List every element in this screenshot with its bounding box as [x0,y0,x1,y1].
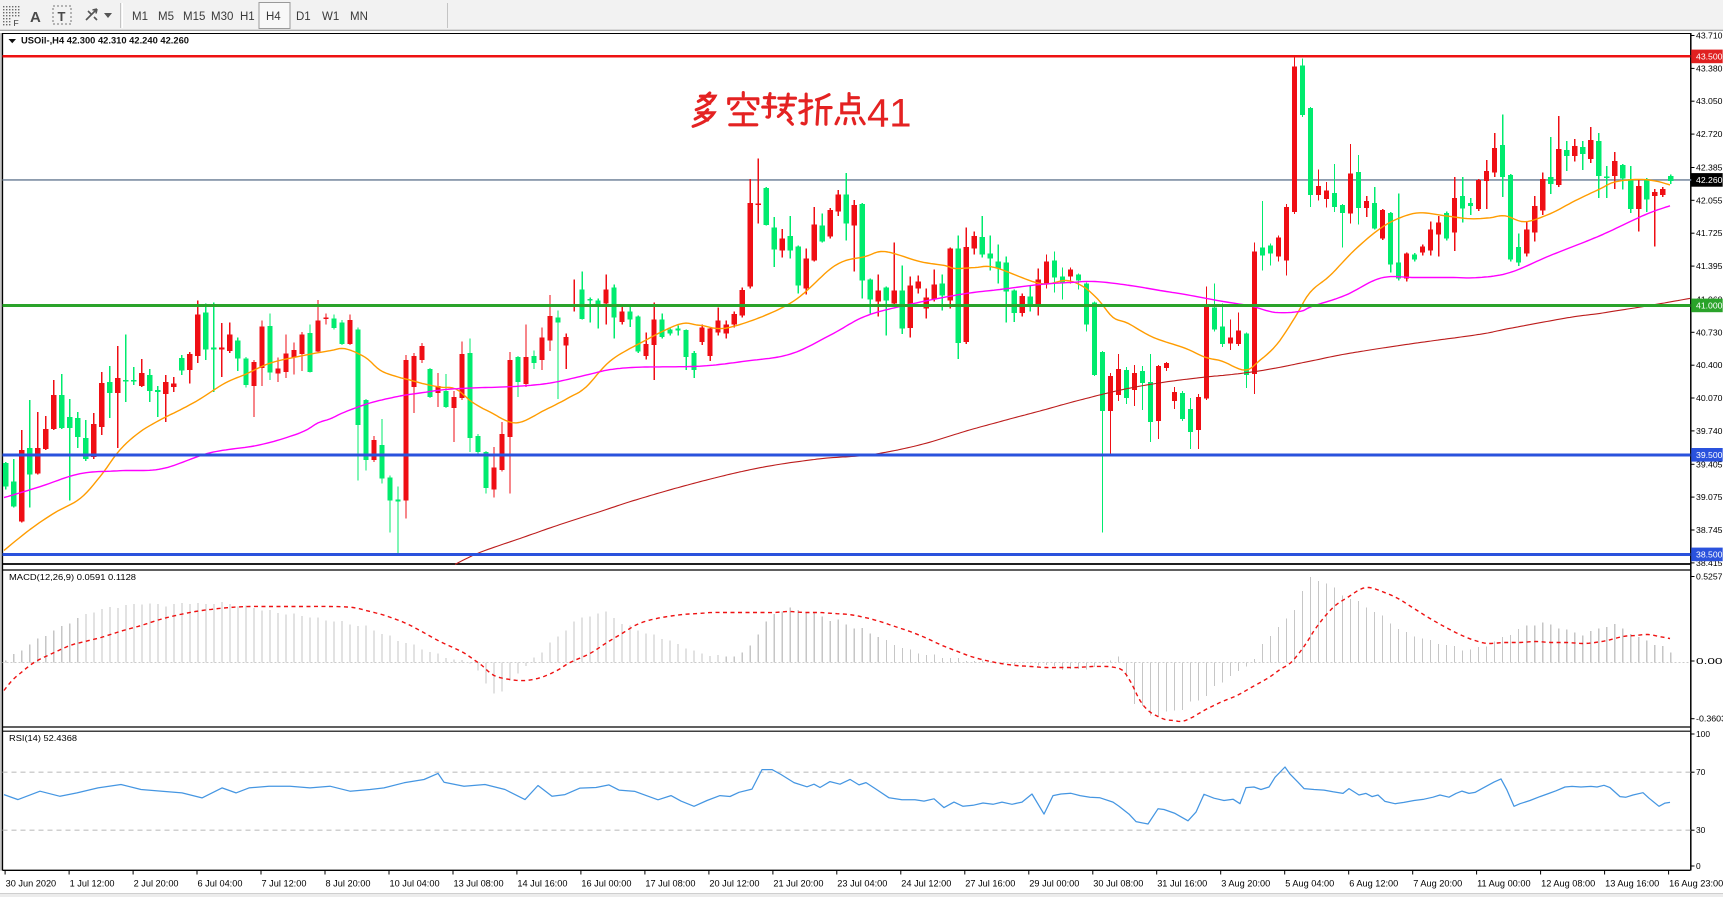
svg-text:16 Jul 00:00: 16 Jul 00:00 [581,879,631,889]
svg-text:5 Aug 04:00: 5 Aug 04:00 [1285,879,1334,889]
svg-text:13 Aug 16:00: 13 Aug 16:00 [1605,879,1659,889]
svg-text:30 Jul 08:00: 30 Jul 08:00 [1093,879,1143,889]
svg-text:USOil-,H4 42.300 42.310 42.24: USOil-,H4 42.300 42.310 42.240 42.260 [21,36,189,46]
svg-text:42.720: 42.720 [1696,129,1723,139]
svg-text:10 Jul 04:00: 10 Jul 04:00 [390,879,440,889]
svg-text:39.075: 39.075 [1696,492,1723,502]
svg-text:41: 41 [867,92,912,136]
svg-text:7 Aug 20:00: 7 Aug 20:00 [1413,879,1462,889]
svg-text:RSI(14) 52.4368: RSI(14) 52.4368 [9,733,77,743]
svg-text:H4: H4 [266,11,281,23]
svg-text:21 Jul 20:00: 21 Jul 20:00 [773,879,823,889]
svg-text:W1: W1 [322,11,339,23]
svg-text:20 Jul 12:00: 20 Jul 12:00 [709,879,759,889]
svg-text:6 Aug 12:00: 6 Aug 12:00 [1349,879,1398,889]
svg-text:0: 0 [1696,861,1701,871]
svg-text:6 Jul 04:00: 6 Jul 04:00 [198,879,243,889]
svg-text:3 Aug 20:00: 3 Aug 20:00 [1221,879,1270,889]
svg-text:7 Jul 12:00: 7 Jul 12:00 [262,879,307,889]
svg-text:40.400: 40.400 [1696,360,1723,370]
svg-text:43.050: 43.050 [1696,96,1723,106]
svg-text:0.00: 0.00 [1696,656,1723,666]
svg-text:M5: M5 [158,11,174,23]
svg-text:42.260: 42.260 [1696,175,1723,185]
svg-text:M1: M1 [132,11,148,23]
svg-text:40.730: 40.730 [1696,327,1723,337]
svg-text:-0.3603: -0.3603 [1696,714,1723,724]
svg-text:42.385: 42.385 [1696,163,1723,173]
svg-text:27 Jul 16:00: 27 Jul 16:00 [965,879,1015,889]
svg-text:MN: MN [350,11,368,23]
svg-text:38.745: 38.745 [1696,525,1723,535]
svg-text:24 Jul 12:00: 24 Jul 12:00 [901,879,951,889]
svg-text:A: A [30,9,41,26]
svg-text:31 Jul 16:00: 31 Jul 16:00 [1157,879,1207,889]
svg-text:70: 70 [1696,767,1706,777]
svg-text:14 Jul 16:00: 14 Jul 16:00 [517,879,567,889]
svg-text:F: F [14,18,19,28]
svg-text:T: T [58,9,66,24]
svg-text:41.000: 41.000 [1696,300,1723,310]
svg-text:100: 100 [1696,729,1710,739]
svg-text:16 Aug 23:00: 16 Aug 23:00 [1669,879,1723,889]
svg-text:41.395: 41.395 [1696,261,1723,271]
svg-text:40.070: 40.070 [1696,393,1723,403]
svg-text:1 Jul 12:00: 1 Jul 12:00 [70,879,115,889]
svg-text:D1: D1 [296,11,311,23]
svg-text:30: 30 [1696,825,1706,835]
svg-text:13 Jul 08:00: 13 Jul 08:00 [454,879,504,889]
svg-text:2 Jul 20:00: 2 Jul 20:00 [134,879,179,889]
svg-text:12 Aug 08:00: 12 Aug 08:00 [1541,879,1595,889]
svg-text:11 Aug 00:00: 11 Aug 00:00 [1477,879,1530,889]
svg-text:29 Jul 00:00: 29 Jul 00:00 [1029,879,1079,889]
svg-text:43.710: 43.710 [1696,31,1723,41]
svg-text:17 Jul 08:00: 17 Jul 08:00 [645,879,695,889]
svg-text:41.725: 41.725 [1696,228,1723,238]
svg-text:8 Jul 20:00: 8 Jul 20:00 [326,879,371,889]
svg-text:38.500: 38.500 [1696,549,1723,559]
svg-text:30 Jun 2020: 30 Jun 2020 [6,879,57,889]
svg-text:0.5257: 0.5257 [1696,572,1723,582]
svg-text:39.500: 39.500 [1696,450,1723,460]
svg-text:43.500: 43.500 [1696,51,1723,61]
svg-text:38.415: 38.415 [1696,558,1723,568]
svg-text:42.055: 42.055 [1696,195,1723,205]
svg-text:23 Jul 04:00: 23 Jul 04:00 [837,879,887,889]
svg-text:39.740: 39.740 [1696,426,1723,436]
svg-text:H1: H1 [240,11,255,23]
svg-text:43.380: 43.380 [1696,63,1723,73]
svg-text:MACD(12,26,9) 0.0591 0.1128: MACD(12,26,9) 0.0591 0.1128 [9,572,136,582]
svg-text:M15: M15 [183,11,205,23]
svg-text:39.405: 39.405 [1696,459,1723,469]
svg-text:M30: M30 [211,11,233,23]
